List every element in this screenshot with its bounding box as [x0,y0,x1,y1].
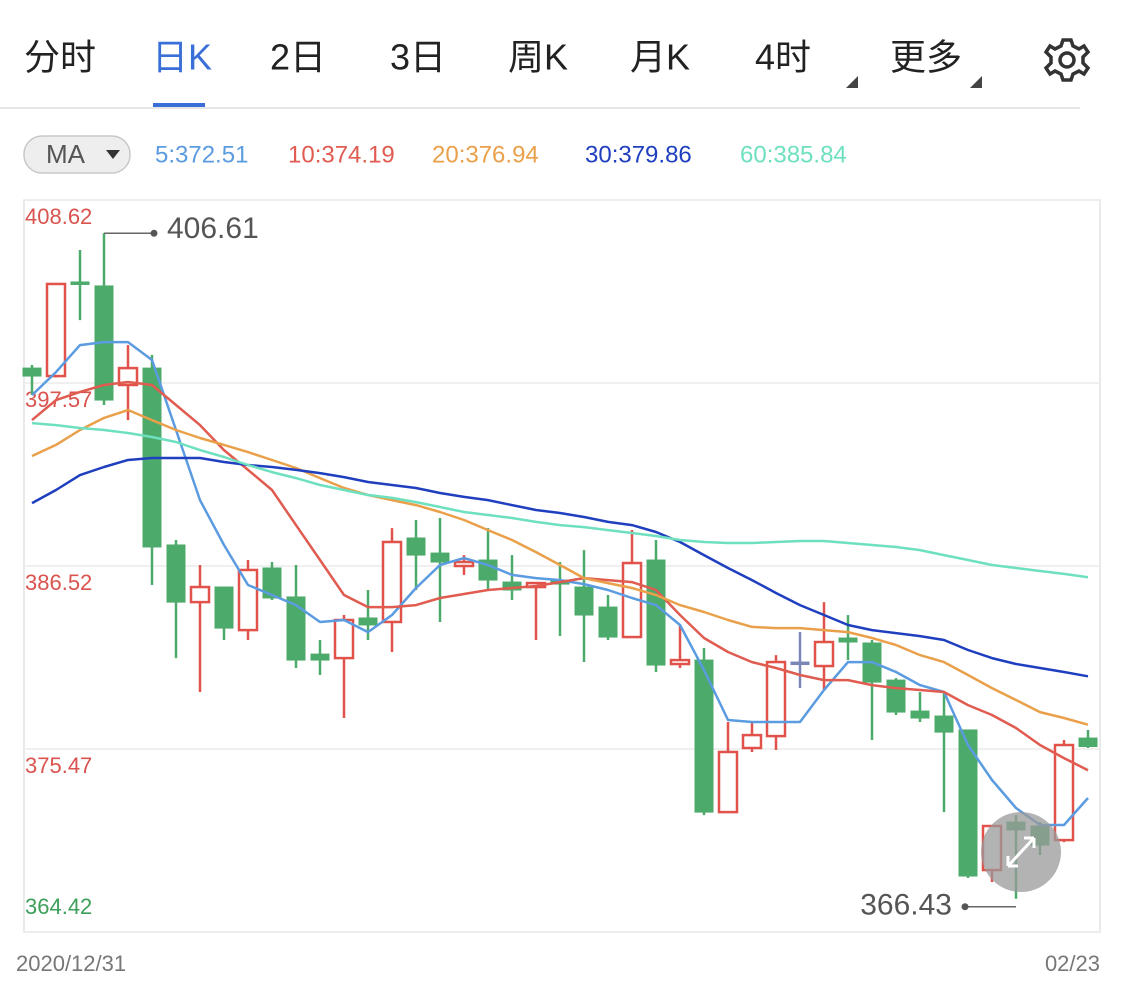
indicator-label: MA [46,139,86,169]
settings-icon[interactable] [1043,38,1091,82]
annotation-dot [150,229,158,237]
candle-body [646,559,666,666]
candle-body [166,544,186,603]
candle-body [934,715,954,733]
candle-body [790,661,810,666]
x-tick-label: 02/23 [1045,951,1100,976]
legend-entry: 60:385.84 [740,141,847,168]
candle-body [717,750,739,814]
legend-entry: 20:376.94 [432,141,539,168]
candle-body [406,537,426,556]
dropdown-corner [970,76,982,88]
candle-body [765,660,787,738]
candle-body [262,567,282,599]
ma-line [31,408,1089,726]
candle-body [22,367,42,377]
candle-body [214,586,234,629]
indicator-dropdown[interactable] [23,135,131,174]
ma-line [31,340,1089,827]
tab[interactable]: 更多 [890,37,962,78]
legend-entry: 30:379.86 [585,141,692,168]
candle-body [886,679,906,713]
annotation-label: 406.61 [167,212,259,245]
candle-body [333,618,355,660]
tab[interactable]: 2日 [270,37,326,78]
candle-body [189,585,211,604]
candle-body [838,637,858,643]
y-tick-label: 375.47 [25,753,92,778]
candle-body [381,540,403,624]
candle-body [358,617,378,626]
ma-line [31,380,1089,772]
y-tick-label: 386.52 [25,570,92,595]
candle-body [45,282,67,378]
candle-body [237,568,259,632]
tab[interactable]: 日K [152,37,212,78]
candle-body [669,658,691,666]
candle-body [453,560,475,568]
annotation-dot [961,903,969,911]
tab[interactable]: 周K [508,37,568,78]
tab[interactable]: 分时 [24,37,96,78]
y-tick-label: 408.62 [25,204,92,229]
tab[interactable]: 4时 [755,37,811,78]
ma-line [31,421,1089,579]
legend-entry: 5:372.51 [155,141,248,168]
y-tick-label: 364.42 [25,894,92,919]
tab[interactable]: 3日 [390,37,446,78]
tab[interactable]: 月K [630,37,690,78]
candle-body [813,640,835,668]
candle-body [286,596,306,661]
x-tick-label: 2020/12/31 [16,951,126,976]
candle-body [598,606,618,638]
legend-entry: 10:374.19 [288,141,395,168]
candle-body [958,729,978,877]
zoom-button[interactable] [981,812,1061,892]
candle-body [574,586,594,616]
candle-body [310,653,330,661]
annotation-label: 366.43 [860,889,952,922]
candle-body [741,733,763,750]
candle-body [694,659,714,813]
dropdown-corner [846,76,858,88]
candle-body [910,710,930,719]
active-tab-underline [153,103,205,107]
candle-body [1078,737,1098,748]
candle-body [117,366,139,387]
candle-body [1053,743,1075,842]
dropdown-arrow [106,150,120,159]
candle-body [70,281,90,285]
ma-line [31,456,1089,678]
candle-body [430,552,450,563]
